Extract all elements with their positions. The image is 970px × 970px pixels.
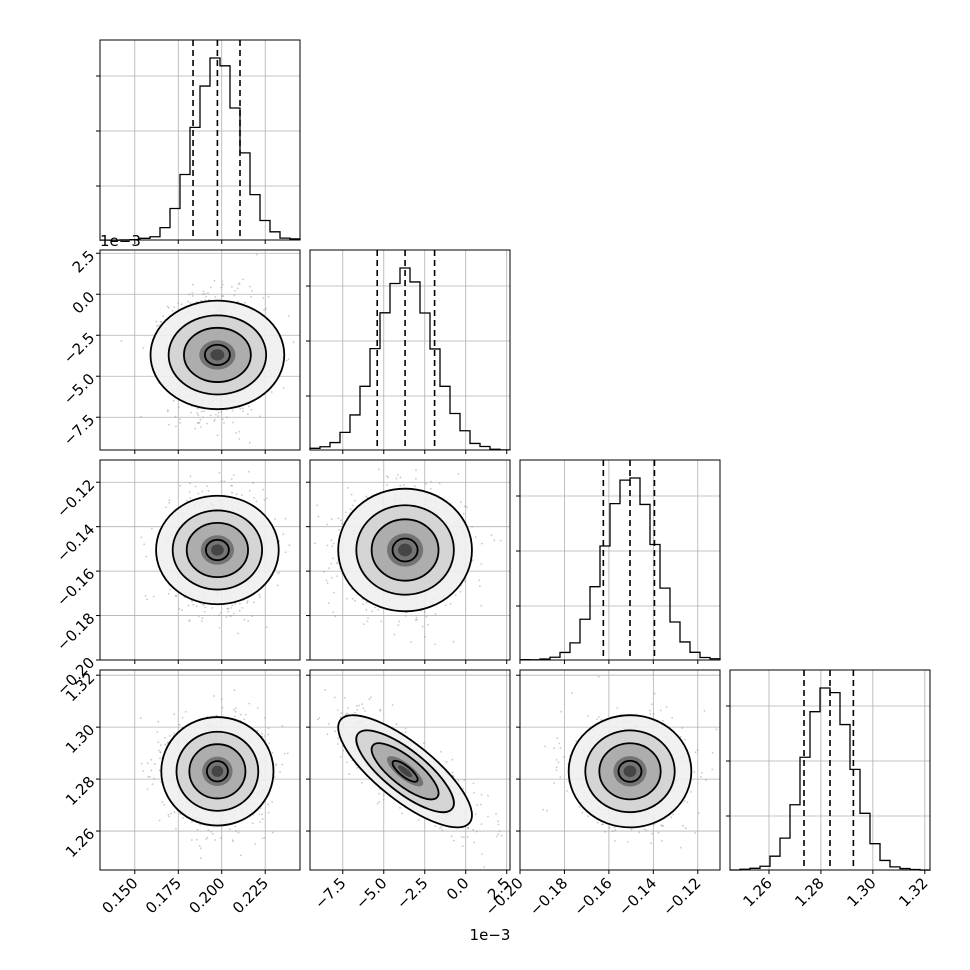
density-shade bbox=[210, 349, 225, 361]
scatter-panel-4-2 bbox=[310, 670, 510, 870]
contour-level-2 bbox=[355, 729, 455, 814]
histogram-frame-1 bbox=[99, 39, 301, 241]
contour-level-2 bbox=[175, 730, 260, 812]
x-tick-label: −0.16 bbox=[570, 874, 615, 919]
contour-level-3 bbox=[185, 521, 249, 579]
x-tick-label: 1.30 bbox=[843, 874, 879, 910]
contour-level-2 bbox=[167, 314, 268, 396]
contour-level-4 bbox=[205, 760, 229, 783]
y-tick-label: 1.30 bbox=[62, 721, 98, 757]
contour-level-3 bbox=[370, 742, 440, 801]
density-shade bbox=[211, 765, 224, 777]
y-tick-label: −0.16 bbox=[53, 565, 98, 610]
x-axis-offset-label: 1e−3 bbox=[470, 926, 511, 944]
x-tick-label: 0.150 bbox=[99, 874, 142, 917]
scatter-panel-2-1 bbox=[100, 250, 300, 450]
x-tick-label: −5.0 bbox=[352, 874, 390, 912]
x-tick-label: 0.0 bbox=[443, 874, 473, 904]
contour-level-3 bbox=[188, 743, 247, 800]
contour-level-4 bbox=[391, 537, 419, 563]
scatter-panel-3-1 bbox=[100, 460, 300, 660]
contour-level-4 bbox=[203, 343, 231, 366]
contour-level-1 bbox=[149, 299, 286, 411]
x-tick-label: 1.28 bbox=[791, 874, 827, 910]
scatter-panel-3-2 bbox=[310, 460, 510, 660]
histogram-panel-1 bbox=[96, 40, 301, 241]
density-shade bbox=[398, 543, 413, 557]
contour-level-3 bbox=[598, 742, 662, 801]
contour-level-4 bbox=[204, 538, 230, 562]
histogram-steps bbox=[519, 477, 721, 661]
contour-level-4 bbox=[617, 759, 643, 783]
y-tick-label: −0.18 bbox=[53, 609, 98, 654]
scatter-panel-4-1 bbox=[100, 670, 300, 870]
scatter-frame-3-2 bbox=[309, 459, 511, 661]
contour-level-2 bbox=[584, 729, 676, 814]
y-tick-label: 1.28 bbox=[62, 773, 98, 809]
scatter-panel-4-3 bbox=[520, 670, 720, 870]
contour-level-1 bbox=[337, 487, 473, 613]
contour-level-4 bbox=[391, 759, 419, 783]
x-tick-label: −0.14 bbox=[615, 874, 660, 919]
x-tick-label: 1.26 bbox=[739, 874, 775, 910]
y-tick-label: −5.0 bbox=[60, 370, 98, 408]
contour-level-3 bbox=[183, 326, 252, 383]
y-tick-label: −2.5 bbox=[60, 329, 98, 367]
x-tick-label: 0.175 bbox=[142, 874, 185, 917]
histogram-panel-4 bbox=[726, 670, 931, 871]
y-tick-label: −0.14 bbox=[53, 520, 98, 565]
contour-level-1 bbox=[155, 494, 280, 606]
contour-level-3 bbox=[370, 518, 440, 582]
contour-level-1 bbox=[337, 714, 473, 829]
x-tick-label: −2.5 bbox=[393, 874, 431, 912]
x-tick-label: 0.225 bbox=[229, 874, 272, 917]
density-shade bbox=[398, 765, 413, 778]
histogram-frame-3 bbox=[519, 459, 721, 661]
contour-level-1 bbox=[567, 714, 693, 829]
x-tick-label: −7.5 bbox=[311, 874, 349, 912]
x-tick-label: 1.32 bbox=[895, 874, 931, 910]
histogram-frame-2 bbox=[309, 249, 511, 451]
density-shade bbox=[211, 544, 224, 556]
x-tick-label: −0.12 bbox=[659, 874, 704, 919]
scatter-frame-2-1 bbox=[99, 249, 301, 451]
scatter-frame-4-1 bbox=[99, 669, 301, 871]
contour-level-1 bbox=[160, 716, 275, 827]
histogram-frame-4 bbox=[729, 669, 931, 871]
y-tick-label: −7.5 bbox=[60, 411, 98, 449]
contour-level-2 bbox=[355, 504, 455, 596]
histogram-steps bbox=[309, 267, 511, 451]
scatter-frame-4-3 bbox=[519, 669, 721, 871]
histogram-steps bbox=[99, 57, 301, 241]
y-axis-offset-label: 1e−3 bbox=[100, 232, 141, 250]
scatter-frame-4-2 bbox=[309, 669, 511, 871]
scatter-frame-3-1 bbox=[99, 459, 301, 661]
y-tick-label: 0.0 bbox=[69, 288, 99, 318]
y-tick-label: 1.26 bbox=[62, 825, 98, 861]
histogram-panel-3 bbox=[516, 460, 721, 661]
x-tick-label: 0.200 bbox=[185, 874, 228, 917]
y-tick-label: −0.12 bbox=[53, 476, 98, 521]
histogram-panel-2 bbox=[306, 250, 511, 451]
contour-level-2 bbox=[171, 509, 264, 591]
x-tick-label: −0.18 bbox=[526, 874, 571, 919]
density-shade bbox=[623, 765, 637, 778]
y-tick-label: 2.5 bbox=[69, 247, 99, 277]
